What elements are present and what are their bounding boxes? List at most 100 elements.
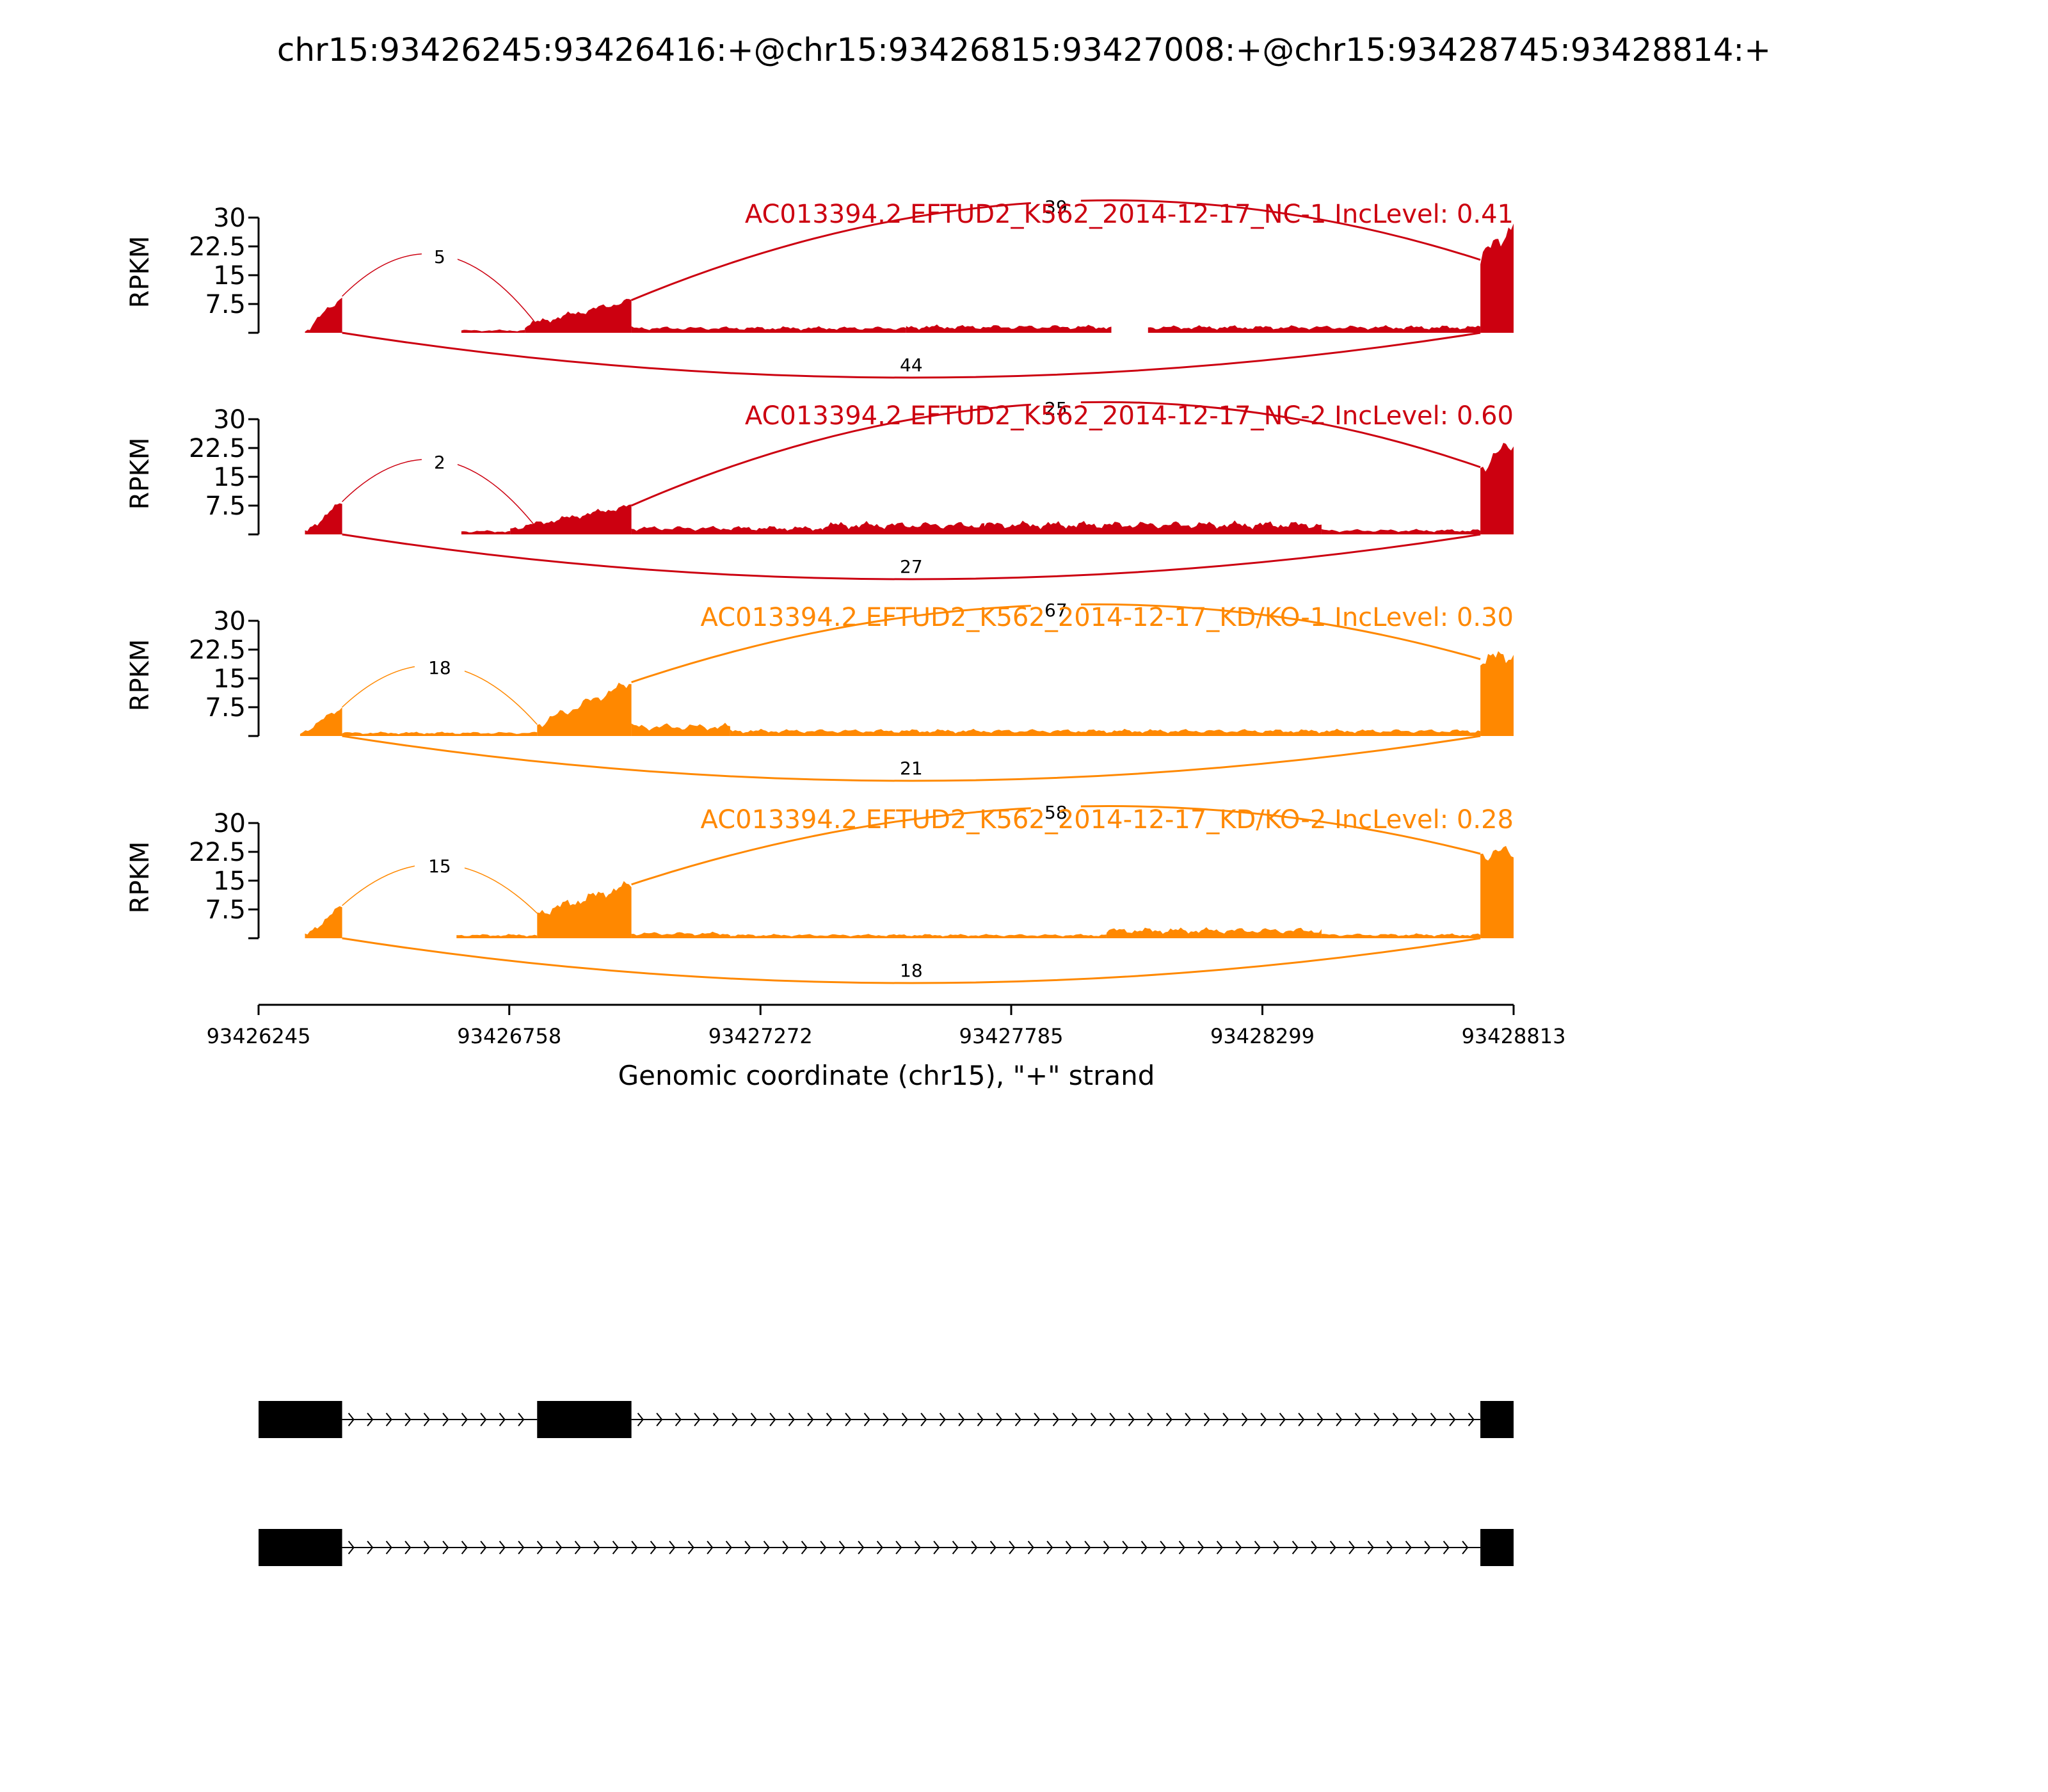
strand-arrow: [1468, 1412, 1475, 1427]
y-tick-label: 30: [213, 405, 246, 435]
junction-label-bg: [1030, 804, 1081, 824]
strand-arrow: [1260, 1412, 1267, 1427]
coverage-area: [305, 906, 342, 938]
strand-arrow: [977, 1412, 984, 1427]
strand-arrow: [732, 1412, 739, 1427]
strand-arrow: [1046, 1540, 1053, 1555]
exon-block: [1480, 1401, 1514, 1438]
strand-arrow: [656, 1412, 663, 1427]
junction-arc: [342, 937, 1481, 984]
strand-arrow: [669, 1540, 676, 1555]
y-tick-label: 7.5: [205, 693, 246, 723]
strand-arrow: [1405, 1540, 1412, 1555]
strand-arrow: [637, 1412, 644, 1427]
strand-arrow: [750, 1412, 757, 1427]
strand-arrow: [1065, 1540, 1072, 1555]
strand-arrow: [914, 1540, 921, 1555]
strand-arrow: [1160, 1540, 1167, 1555]
junction-label-bg: [421, 454, 458, 474]
strand-arrow: [574, 1540, 581, 1555]
junction-arc: [342, 332, 1481, 379]
strand-arrow: [694, 1412, 701, 1427]
y-tick-label: 30: [213, 204, 246, 233]
sample-label: AC013394.2 EFTUD2_K562_2014-12-17_KD/KO-…: [701, 805, 1514, 835]
coverage-area: [1321, 529, 1481, 534]
junction-label-bg: [1030, 401, 1081, 420]
strand-arrow: [1140, 1540, 1148, 1555]
y-tick-label: 30: [213, 607, 246, 636]
exon-block: [537, 1401, 632, 1438]
strand-arrow: [1241, 1412, 1248, 1427]
strand-arrow: [901, 1412, 908, 1427]
strand-arrow: [1367, 1540, 1374, 1555]
y-axis-label: RPKM: [125, 639, 155, 712]
strand-arrow: [1165, 1412, 1172, 1427]
y-tick-label: 22.5: [189, 636, 246, 665]
strand-arrow: [1109, 1412, 1116, 1427]
strand-arrow: [1298, 1412, 1305, 1427]
strand-arrow: [958, 1412, 965, 1427]
strand-arrow: [518, 1412, 525, 1427]
coverage-area: [537, 682, 632, 736]
strand-arrow: [1090, 1412, 1097, 1427]
strand-arrow: [1311, 1540, 1318, 1555]
strand-arrow: [499, 1540, 506, 1555]
strand-arrow: [1354, 1412, 1361, 1427]
x-tick-label: 93427785: [959, 1024, 1064, 1048]
strand-arrow: [1071, 1412, 1078, 1427]
strand-arrow: [348, 1540, 355, 1555]
strand-arrow: [788, 1412, 795, 1427]
strand-arrow: [1128, 1412, 1135, 1427]
strand-arrow: [442, 1540, 449, 1555]
junction-label-bg: [1030, 199, 1081, 218]
y-tick-label: 7.5: [205, 895, 246, 925]
strand-arrow: [461, 1412, 468, 1427]
strand-arrow: [876, 1540, 883, 1555]
strand-arrow: [1392, 1412, 1399, 1427]
strand-arrow: [442, 1412, 449, 1427]
strand-arrow: [820, 1540, 827, 1555]
strand-arrow: [1348, 1540, 1356, 1555]
y-tick-label: 22.5: [189, 232, 246, 262]
strand-arrow: [1449, 1412, 1456, 1427]
x-tick-label: 93426245: [207, 1024, 311, 1048]
strand-arrow: [1185, 1412, 1192, 1427]
strand-arrow: [1430, 1412, 1437, 1427]
junction-count: 58: [1044, 802, 1068, 823]
junction-count: 25: [1044, 398, 1068, 419]
strand-arrow: [858, 1540, 865, 1555]
sample-label: AC013394.2 EFTUD2_K562_2014-12-17_KD/KO-…: [701, 603, 1514, 632]
coverage-area: [631, 326, 906, 333]
strand-arrow: [1273, 1540, 1280, 1555]
strand-arrow: [883, 1412, 890, 1427]
strand-arrow: [1216, 1540, 1223, 1555]
isoform-track: [259, 1529, 1514, 1566]
strand-arrow: [769, 1412, 776, 1427]
y-tick-label: 30: [213, 809, 246, 838]
x-tick-label: 93427272: [708, 1024, 813, 1048]
y-tick-label: 15: [213, 867, 246, 896]
strand-arrow: [556, 1540, 563, 1555]
coverage-area: [461, 329, 525, 333]
y-axis-label: RPKM: [125, 438, 155, 510]
junction-count: 18: [428, 657, 451, 678]
coverage-area: [305, 298, 342, 333]
junction-count: 5: [434, 246, 445, 268]
junction-count: 44: [900, 355, 923, 376]
strand-arrow: [933, 1540, 940, 1555]
strand-arrow: [518, 1540, 525, 1555]
junction-label-bg: [886, 559, 936, 578]
coverage-area: [1106, 927, 1322, 938]
strand-arrow: [801, 1540, 808, 1555]
strand-arrow: [1462, 1540, 1469, 1555]
junction-count: 18: [900, 960, 923, 981]
coverage-area: [1148, 325, 1481, 333]
y-tick-label: 22.5: [189, 838, 246, 867]
junction-count: 2: [434, 452, 445, 473]
strand-arrow: [1009, 1540, 1016, 1555]
strand-arrow: [826, 1412, 833, 1427]
y-tick-label: 15: [213, 463, 246, 492]
